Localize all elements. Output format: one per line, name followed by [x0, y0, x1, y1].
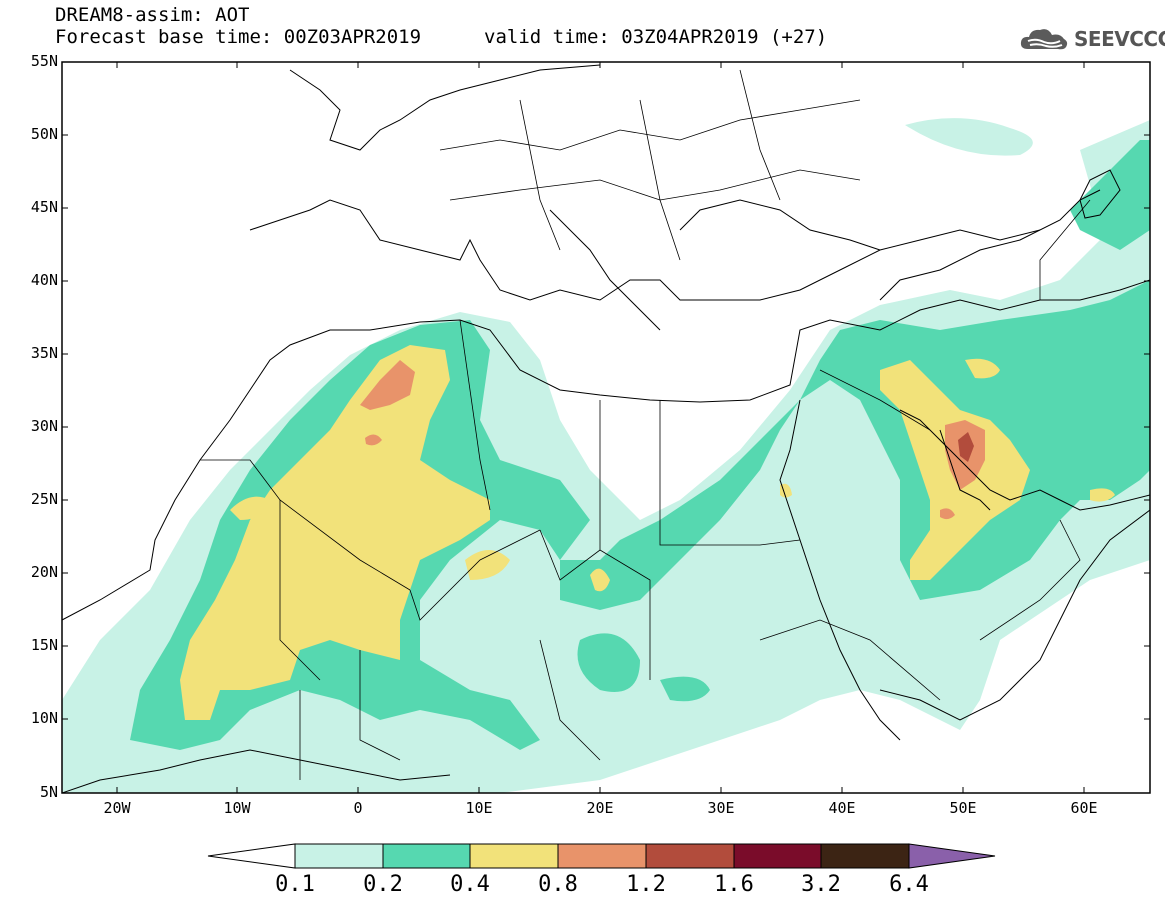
lon-label: 20E — [586, 799, 614, 817]
lon-label: 30E — [707, 799, 735, 817]
country-borders — [200, 69, 1091, 780]
lon-label: 10E — [465, 799, 493, 817]
forecast-base-time: Forecast base time: 00Z03APR2019 — [55, 26, 422, 48]
seevccc-logo: SEEVCCC — [1018, 24, 1165, 54]
lat-label: 50N — [30, 125, 58, 143]
colorbar-label: 0.8 — [538, 872, 578, 897]
lat-label: 5N — [39, 783, 58, 801]
lat-label: 15N — [30, 636, 58, 654]
lat-label: 30N — [30, 417, 58, 435]
colorbar-bin-1 — [294, 843, 384, 869]
lat-label: 40N — [30, 271, 58, 289]
lat-label: 55N — [30, 52, 58, 70]
map-title: DREAM8-assim: AOT — [55, 4, 250, 26]
lon-label: 20W — [103, 799, 131, 817]
lon-label: 40E — [828, 799, 856, 817]
colorbar-bin-4 — [557, 843, 647, 869]
cloud-icon — [1020, 29, 1068, 50]
coastlines — [62, 64, 1150, 793]
colorbar-below — [207, 843, 296, 869]
colorbar-label: 6.4 — [889, 872, 929, 897]
lon-label: 50E — [949, 799, 977, 817]
lat-label: 10N — [30, 709, 58, 727]
lon-label: 0 — [353, 799, 363, 817]
axis-ticks — [62, 61, 1150, 793]
colorbar-above — [908, 843, 996, 869]
lon-label: 10W — [223, 799, 251, 817]
lat-label: 20N — [30, 563, 58, 581]
logo-text: SEEVCCC — [1074, 27, 1165, 51]
colorbar-label: 1.2 — [626, 872, 666, 897]
colorbar-label: 0.2 — [363, 872, 403, 897]
colorbar-label: 0.4 — [450, 872, 490, 897]
colorbar-bin-2 — [382, 843, 471, 869]
colorbar-bin-7 — [820, 843, 910, 869]
colorbar-label: 3.2 — [801, 872, 841, 897]
aot-level-1-2 — [958, 432, 974, 462]
lon-label: 60E — [1070, 799, 1098, 817]
colorbar-bin-5 — [645, 843, 735, 869]
lat-label: 35N — [30, 344, 58, 362]
aot-shading — [62, 118, 1150, 793]
colorbar-label: 0.1 — [275, 872, 315, 897]
lat-label: 25N — [30, 490, 58, 508]
colorbar-bin-3 — [469, 843, 559, 869]
colorbar — [207, 843, 996, 869]
valid-time: valid time: 03Z04APR2019 (+27) — [484, 26, 828, 48]
colorbar-label: 1.6 — [714, 872, 754, 897]
colorbar-bin-6 — [733, 843, 822, 869]
lat-label: 45N — [30, 198, 58, 216]
